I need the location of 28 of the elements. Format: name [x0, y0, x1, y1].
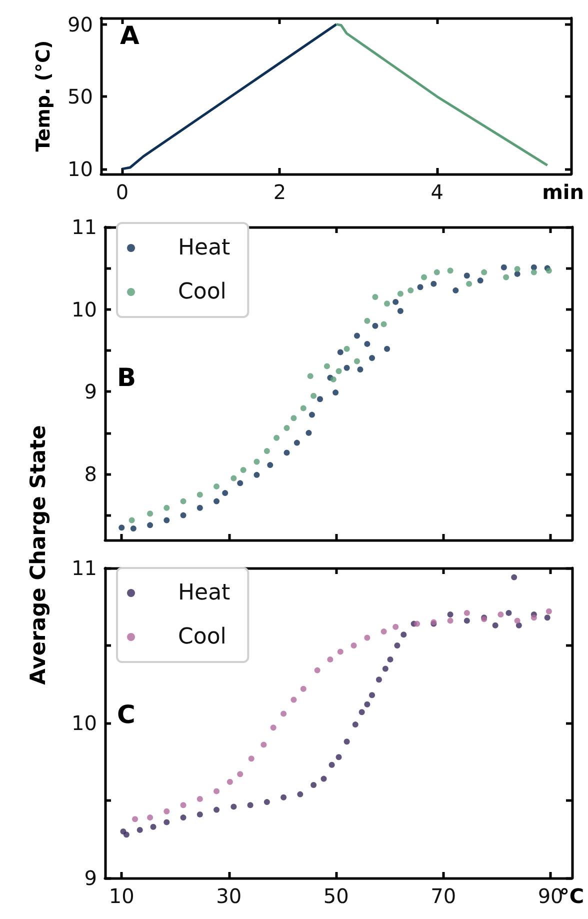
y-tick-label: 8: [84, 462, 97, 486]
annotation: C: [117, 700, 136, 729]
y-tick-label: 9: [84, 380, 97, 404]
y-tick-label: 9: [84, 866, 97, 890]
x-tick-label: 90: [538, 884, 564, 908]
y-tick-label: 50: [68, 84, 93, 109]
x-tick-label: 0: [116, 180, 129, 204]
x-tick-label: 10: [108, 884, 134, 908]
y-tick-label: 11: [72, 556, 97, 580]
x-tick-label: 4: [430, 180, 444, 204]
x-tick-label: 30: [216, 884, 242, 908]
y-tick-label: 10: [68, 156, 93, 181]
y-tick-label: 10: [72, 711, 97, 735]
legend-label: Heat: [178, 236, 231, 260]
legend-label: Cool: [178, 624, 226, 650]
x-tick-label: 70: [430, 884, 456, 908]
legend-label: Heat: [178, 580, 231, 606]
annotation: B: [117, 363, 136, 392]
y-axis-title: Temp. (°C): [32, 40, 54, 152]
annotation: A: [120, 21, 140, 50]
x-axis-title: min: [542, 180, 584, 204]
y-tick-label: 90: [68, 12, 93, 36]
y-axis-title: Average Charge State: [26, 425, 50, 685]
y-tick-label: 10: [72, 297, 97, 322]
legend-label: Cool: [178, 280, 226, 304]
y-tick-label: 11: [72, 215, 97, 239]
x-tick-label: 50: [323, 884, 349, 908]
x-tick-label: 2: [273, 180, 286, 204]
